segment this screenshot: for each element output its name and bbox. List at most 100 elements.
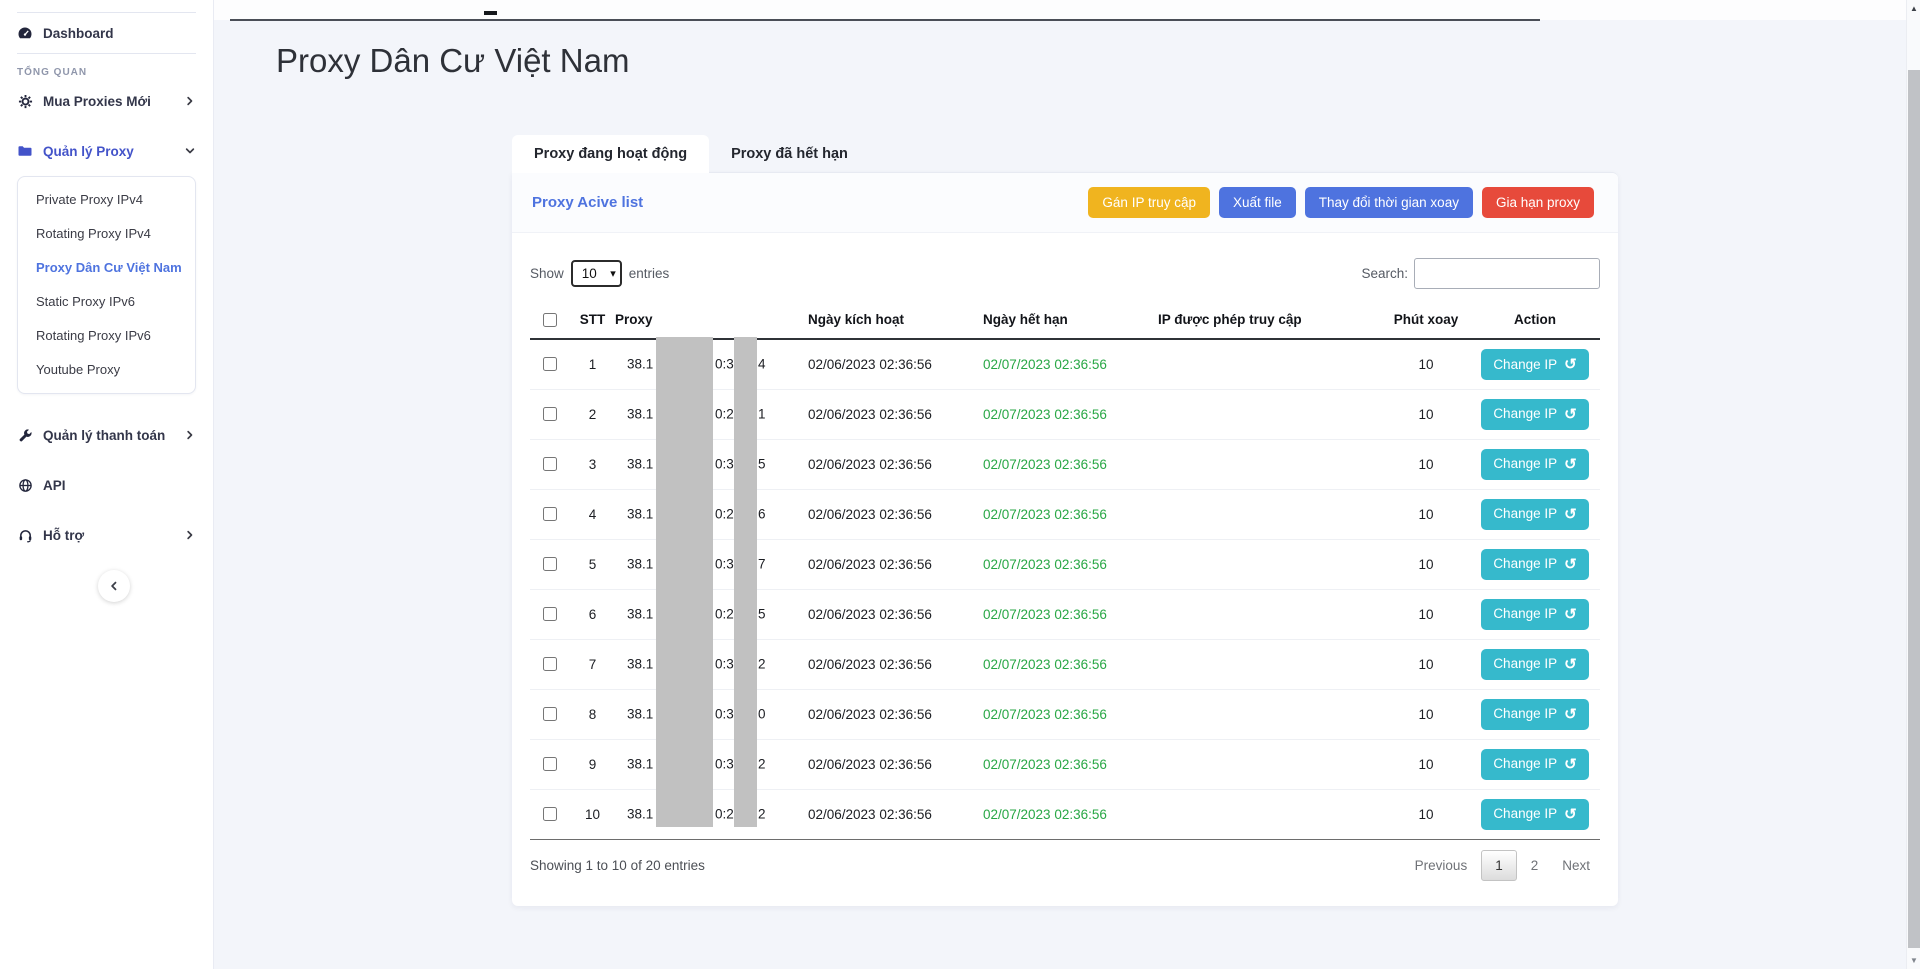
redaction-bar-narrow bbox=[734, 337, 757, 827]
sidebar-collapse-button[interactable] bbox=[98, 570, 130, 602]
tab-bar: Proxy đang hoạt động Proxy đã hết hạn bbox=[512, 135, 870, 173]
proxy-fragment-1: 38.1 bbox=[627, 456, 654, 472]
column-expires: Ngày hết hạn bbox=[983, 304, 1158, 340]
pagination-page-1[interactable]: 1 bbox=[1481, 849, 1517, 881]
change-ip-button[interactable]: Change IP ↺ bbox=[1481, 698, 1589, 730]
proxy-fragment-2: 0:2 bbox=[715, 806, 734, 822]
change-ip-label: Change IP bbox=[1493, 706, 1558, 722]
row-expiry-date: 02/07/2023 02:36:56 bbox=[983, 489, 1158, 540]
row-allowed-ip bbox=[1158, 489, 1382, 540]
sidebar-item-label: Hỗ trợ bbox=[43, 527, 85, 543]
scrollbar-down-arrow[interactable]: ▼ bbox=[1910, 956, 1918, 965]
change-ip-button[interactable]: Change IP ↺ bbox=[1481, 548, 1589, 580]
row-checkbox[interactable] bbox=[543, 707, 557, 721]
column-minutes: Phút xoay bbox=[1382, 304, 1470, 340]
row-checkbox[interactable] bbox=[543, 607, 557, 621]
change-ip-button[interactable]: Change IP ↺ bbox=[1481, 798, 1589, 830]
row-checkbox-cell bbox=[530, 389, 570, 440]
change-ip-label: Change IP bbox=[1493, 556, 1558, 572]
pagination-page-2[interactable]: 2 bbox=[1530, 857, 1539, 873]
sidebar-divider bbox=[17, 12, 196, 13]
sidebar-item-buy-proxies[interactable]: Mua Proxies Mới bbox=[0, 80, 213, 122]
row-checkbox[interactable] bbox=[543, 507, 557, 521]
change-ip-button[interactable]: Change IP ↺ bbox=[1481, 648, 1589, 680]
chevron-down-icon bbox=[184, 145, 196, 157]
change-ip-button[interactable]: Change IP ↺ bbox=[1481, 398, 1589, 430]
export-file-button[interactable]: Xuất file bbox=[1218, 186, 1296, 219]
rotate-ccw-icon: ↺ bbox=[1564, 755, 1577, 773]
row-checkbox[interactable] bbox=[543, 357, 557, 372]
row-checkbox[interactable] bbox=[543, 407, 557, 421]
change-rotation-time-button[interactable]: Thay đổi thời gian xoay bbox=[1304, 186, 1473, 219]
sidebar-item-api[interactable]: API bbox=[0, 464, 213, 506]
pagination-previous[interactable]: Previous bbox=[1414, 857, 1468, 873]
table-info: Showing 1 to 10 of 20 entries bbox=[530, 857, 705, 873]
sidebar-item-manage-proxy[interactable]: Quản lý Proxy bbox=[0, 130, 213, 172]
sidebar-item-private-proxy-ipv4[interactable]: Private Proxy IPv4 bbox=[36, 192, 143, 207]
proxy-fragment-1: 38.1 bbox=[627, 806, 654, 822]
scrollbar-thumb[interactable] bbox=[1908, 70, 1920, 948]
scrollbar-up-arrow[interactable]: ▲ bbox=[1910, 4, 1918, 13]
proxy-fragment-3: 7 bbox=[758, 556, 766, 572]
row-checkbox[interactable] bbox=[543, 757, 557, 771]
change-ip-button[interactable]: Change IP ↺ bbox=[1481, 498, 1589, 530]
change-ip-button[interactable]: Change IP ↺ bbox=[1481, 598, 1589, 630]
change-ip-label: Change IP bbox=[1493, 656, 1558, 672]
rotate-ccw-icon: ↺ bbox=[1564, 805, 1577, 823]
row-action-cell: Change IP ↺ bbox=[1470, 539, 1600, 590]
row-allowed-ip bbox=[1158, 689, 1382, 740]
select-all-checkbox[interactable] bbox=[543, 312, 557, 327]
tab-proxy-expired[interactable]: Proxy đã hết hạn bbox=[731, 146, 848, 162]
change-ip-button[interactable]: Change IP ↺ bbox=[1481, 348, 1589, 380]
row-checkbox-cell bbox=[530, 689, 570, 740]
row-activated-date: 02/06/2023 02:36:56 bbox=[808, 339, 983, 390]
sidebar-item-proxy-dan-cu-viet-nam[interactable]: Proxy Dân Cư Việt Nam bbox=[36, 260, 182, 275]
change-ip-button[interactable]: Change IP ↺ bbox=[1481, 748, 1589, 780]
sidebar-item-payments[interactable]: Quản lý thanh toán bbox=[0, 414, 213, 456]
row-checkbox[interactable] bbox=[543, 557, 557, 571]
proxy-fragment-3: 5 bbox=[758, 606, 766, 622]
table-row: 2 38.1 0:2 1 02/06/2023 02:36:56 02/07/2… bbox=[530, 389, 1600, 440]
rotate-ccw-icon: ↺ bbox=[1564, 355, 1577, 373]
proxy-fragment-2: 0:2 bbox=[715, 506, 734, 522]
sidebar-item-rotating-proxy-ipv6[interactable]: Rotating Proxy IPv6 bbox=[36, 328, 151, 343]
proxy-fragment-1: 38.1 bbox=[627, 656, 654, 672]
tab-proxy-active[interactable]: Proxy đang hoạt động bbox=[512, 135, 710, 173]
page-scrollbar: ▲ ▼ bbox=[1906, 0, 1920, 969]
entries-select[interactable]: 10 bbox=[570, 260, 622, 287]
row-activated-date: 02/06/2023 02:36:56 bbox=[808, 539, 983, 590]
change-ip-label: Change IP bbox=[1493, 506, 1558, 522]
assign-ip-button[interactable]: Gán IP truy cập bbox=[1088, 186, 1210, 219]
row-allowed-ip bbox=[1158, 339, 1382, 390]
pagination-next[interactable]: Next bbox=[1562, 857, 1590, 873]
renew-proxy-button[interactable]: Gia hạn proxy bbox=[1481, 186, 1594, 219]
row-checkbox[interactable] bbox=[543, 657, 557, 671]
row-checkbox[interactable] bbox=[543, 457, 557, 471]
sidebar-item-rotating-proxy-ipv4[interactable]: Rotating Proxy IPv4 bbox=[36, 226, 151, 241]
row-expiry-date: 02/07/2023 02:36:56 bbox=[983, 539, 1158, 590]
sidebar-item-dashboard[interactable]: Dashboard bbox=[0, 13, 213, 53]
row-checkbox[interactable] bbox=[543, 807, 557, 821]
proxy-fragment-1: 38.1 bbox=[627, 606, 654, 622]
proxy-fragment-3: 0 bbox=[758, 706, 766, 722]
change-ip-label: Change IP bbox=[1493, 756, 1558, 772]
sidebar-item-youtube-proxy[interactable]: Youtube Proxy bbox=[36, 362, 121, 377]
row-stt: 7 bbox=[570, 639, 615, 690]
proxy-fragment-1: 38.1 bbox=[627, 556, 654, 572]
row-checkbox-cell bbox=[530, 589, 570, 640]
row-activated-date: 02/06/2023 02:36:56 bbox=[808, 589, 983, 640]
proxy-fragment-3: 6 bbox=[758, 506, 766, 522]
chevron-right-icon bbox=[184, 529, 196, 541]
rotate-ccw-icon: ↺ bbox=[1564, 405, 1577, 423]
wrench-icon bbox=[17, 428, 33, 443]
sidebar-item-label: Mua Proxies Mới bbox=[43, 93, 151, 109]
row-stt: 5 bbox=[570, 539, 615, 590]
sidebar-item-support[interactable]: Hỗ trợ bbox=[0, 514, 213, 556]
sidebar-item-static-proxy-ipv6[interactable]: Static Proxy IPv6 bbox=[36, 294, 135, 309]
row-action-cell: Change IP ↺ bbox=[1470, 389, 1600, 440]
search-input[interactable] bbox=[1414, 258, 1600, 289]
change-ip-button[interactable]: Change IP ↺ bbox=[1481, 448, 1589, 480]
rotate-ccw-icon: ↺ bbox=[1564, 655, 1577, 673]
row-activated-date: 02/06/2023 02:36:56 bbox=[808, 489, 983, 540]
top-dark-artifact bbox=[484, 11, 497, 15]
